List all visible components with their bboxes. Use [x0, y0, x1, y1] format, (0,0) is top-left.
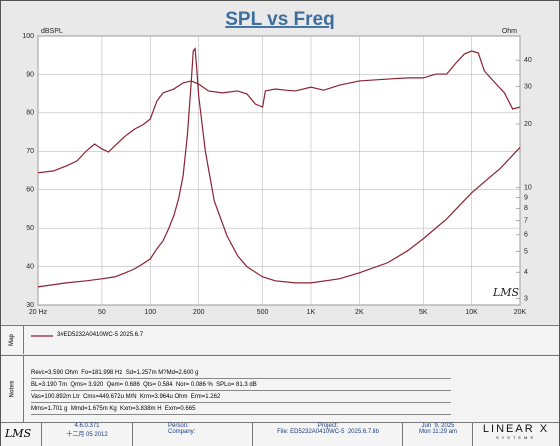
- note-line: BL=3.190 Tm Qms= 3.920 Qem= 0.686 Qts= 0…: [31, 380, 451, 391]
- logo: LMS: [492, 286, 520, 299]
- date-cell: Jun 9, 2025 Mon 11:29 am: [402, 423, 473, 446]
- y-tick-label: 80: [26, 110, 34, 117]
- date: Jun 9, 2025: [421, 423, 455, 429]
- x-tick-label: 5K: [419, 309, 428, 316]
- notes-label: Notes: [1, 356, 24, 422]
- brand-cell: LINEAR X SYSTEMS: [472, 423, 559, 446]
- brand-sub: SYSTEMS: [495, 435, 537, 440]
- chart-title: SPL vs Freq: [225, 9, 334, 30]
- project-cell: Project: File: ED5232A0410WC-5 2025.6.7.l…: [252, 423, 403, 446]
- chart: SPL vs Freq dBSPL Ohm LMS 30 40 50 60 70 80 90…: [22, 9, 532, 316]
- notes-panel: Notes Revc=3.590 Ohm Fo=181.998 Hz Sd=1.…: [1, 355, 559, 422]
- time: Mon 11:29 am: [419, 429, 457, 435]
- brand: LINEAR X: [482, 423, 550, 435]
- x-tick-label: 200: [193, 309, 205, 316]
- legend-entry: 3#ED5232A0410WC-5 2025.6.7: [57, 332, 144, 338]
- x-tick-label: 2K: [355, 309, 364, 316]
- footer: LMS 4.6.0.371 十二月 05 2012 Person: Company:…: [1, 422, 559, 446]
- note-line: Revc=3.590 Ohm Fo=181.998 Hz Sd=1.257m M…: [31, 368, 451, 379]
- note-line: Vas=100.892m Ltr Cms=449.672u M/N Krm=3.…: [31, 392, 451, 403]
- map-label: Map: [1, 326, 24, 354]
- x-tick-label: 20K: [514, 309, 527, 316]
- y-tick-label: 90: [26, 71, 34, 78]
- y2-tick-label: 5: [524, 248, 528, 255]
- y2-tick-label: 40: [524, 57, 532, 64]
- y-tick-label: 30: [26, 302, 34, 309]
- person-cell: Person: Company:: [132, 423, 252, 446]
- person: Person:: [168, 423, 189, 429]
- note-line: Mms=1.701 g Mmd=1.675m Kg Kxm=3.838m H E…: [31, 404, 451, 415]
- y-tick-label: 50: [26, 225, 34, 232]
- x-tick-label: 500: [257, 309, 269, 316]
- x-tick-label: 100: [144, 309, 156, 316]
- y2-tick-label: 30: [524, 83, 532, 90]
- company: Company:: [168, 429, 196, 435]
- y-tick-label: 60: [26, 187, 34, 194]
- series-line: [37, 50, 521, 174]
- y2-tick-label: 9: [524, 194, 528, 201]
- project: Project:: [317, 423, 339, 429]
- version: 4.6.0.371: [74, 423, 100, 429]
- y2-tick-label: 3: [524, 295, 528, 302]
- footer-logo: LMS: [5, 427, 32, 440]
- y-tick-label: 40: [26, 263, 34, 270]
- y2-tick-label: 7: [524, 217, 528, 224]
- y2-tick-label: 20: [524, 121, 532, 128]
- y2-axis-label: Ohm: [502, 28, 517, 35]
- y-tick-label: 100: [22, 33, 34, 40]
- build-date: 十二月 05 2012: [66, 432, 108, 438]
- map-panel: Map 3#ED5232A0410WC-5 2025.6.7: [1, 325, 559, 354]
- y2-tick-label: 10: [524, 185, 532, 192]
- x-tick-label: 20 Hz: [29, 309, 48, 316]
- version-cell: 4.6.0.371 十二月 05 2012: [41, 423, 132, 446]
- plot-area: [37, 35, 521, 306]
- map-text: Map: [9, 334, 15, 346]
- legend-swatch: [31, 335, 53, 337]
- y-tick-label: 70: [26, 148, 34, 155]
- x-tick-label: 10K: [465, 309, 478, 316]
- y2-tick-label: 6: [524, 232, 528, 239]
- y2-tick-label: 8: [524, 205, 528, 212]
- file: File: ED5232A0410WC-5 2025.6.7.lib: [277, 429, 379, 435]
- series-line: [37, 47, 521, 288]
- y2-tick-label: 4: [524, 269, 528, 276]
- y-axis-label: dBSPL: [41, 28, 63, 35]
- x-tick-label: 50: [98, 309, 106, 316]
- x-tick-label: 1K: [307, 309, 316, 316]
- notes-text: Notes: [8, 380, 15, 398]
